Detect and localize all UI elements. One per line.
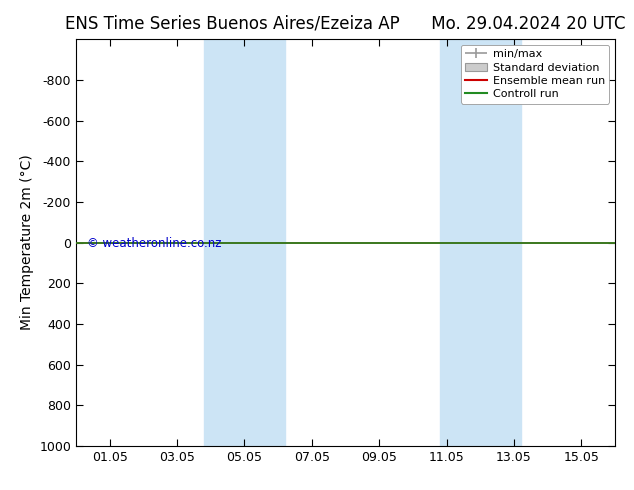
Legend: min/max, Standard deviation, Ensemble mean run, Controll run: min/max, Standard deviation, Ensemble me…	[460, 45, 609, 104]
Bar	[440, 39, 521, 446]
Text: © weatheronline.co.nz: © weatheronline.co.nz	[87, 237, 221, 250]
Title: ENS Time Series Buenos Aires/Ezeiza AP      Mo. 29.04.2024 20 UTC: ENS Time Series Buenos Aires/Ezeiza AP M…	[65, 14, 626, 32]
Y-axis label: Min Temperature 2m (°C): Min Temperature 2m (°C)	[20, 155, 34, 330]
Bar	[204, 39, 285, 446]
